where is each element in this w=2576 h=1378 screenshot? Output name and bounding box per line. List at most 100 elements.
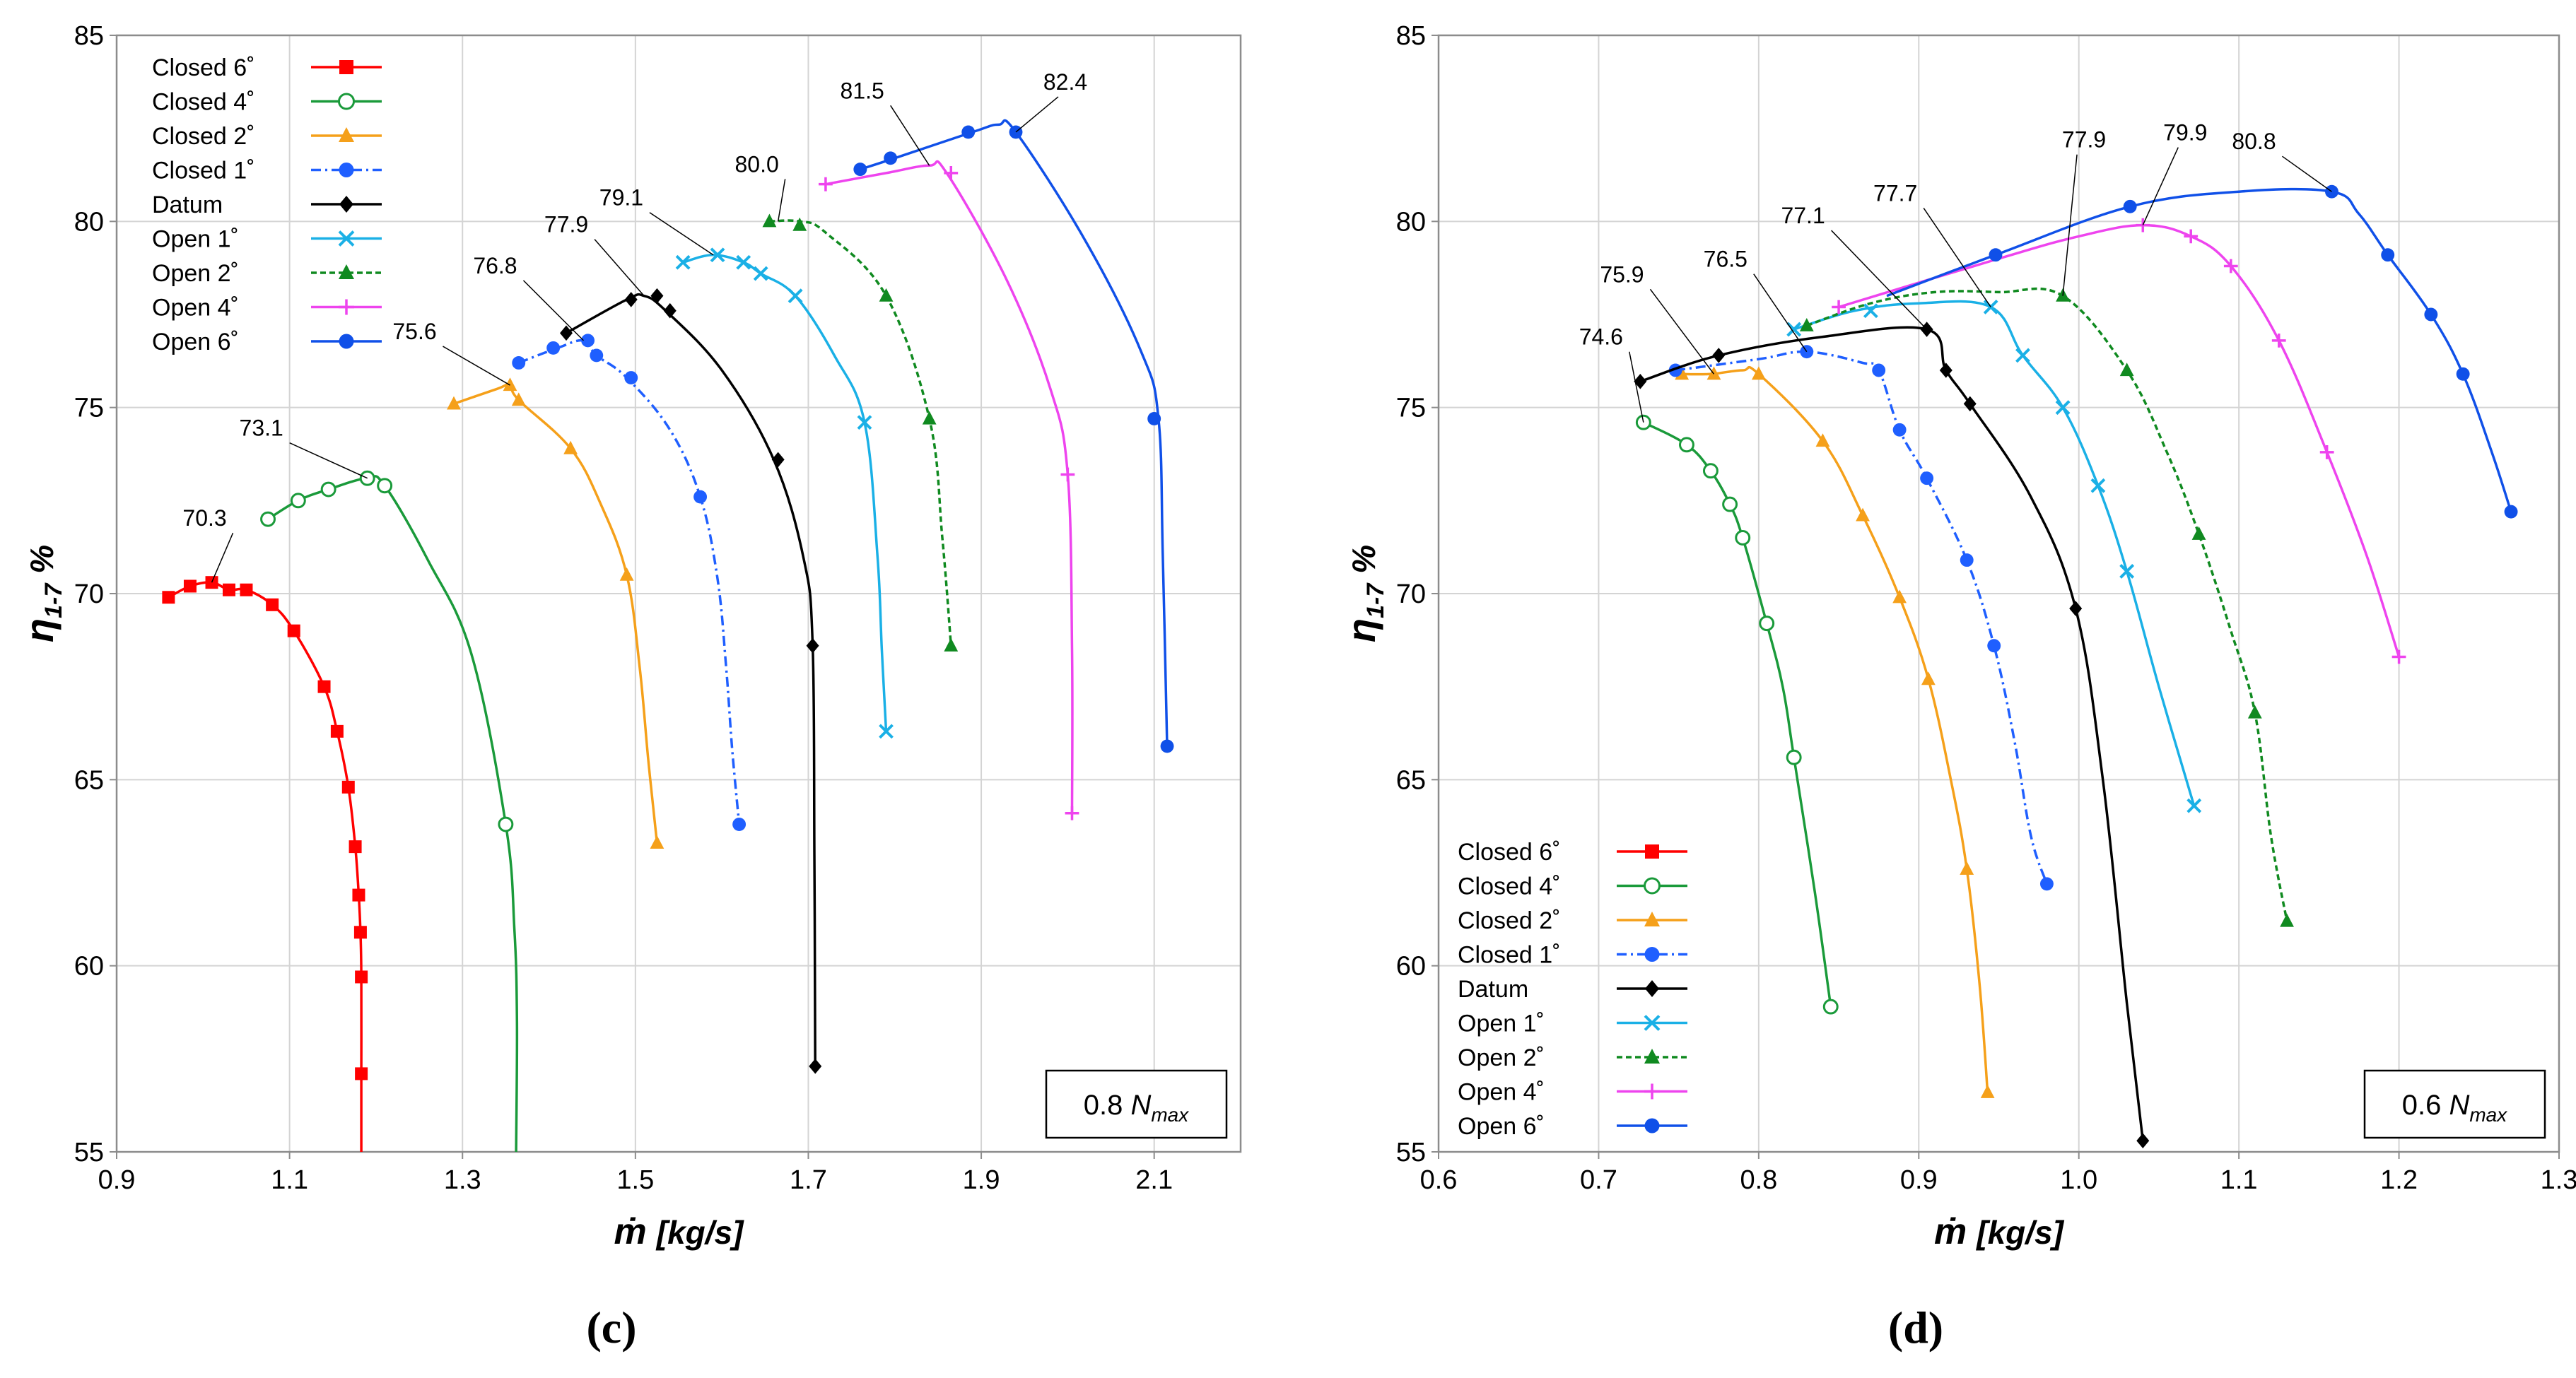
speed-box-frame [1045, 1069, 1228, 1139]
grid [1438, 35, 2560, 1153]
y-tick-label: 70 [74, 579, 104, 609]
series-line [769, 219, 953, 646]
peak-annotation: 77.1 [1781, 203, 1928, 330]
annotation-label: 77.7 [1873, 180, 1917, 206]
series-line [168, 581, 363, 1152]
data-point [1832, 300, 1846, 314]
legend-marker [1644, 1049, 1660, 1064]
data-point [1980, 1084, 1995, 1098]
data-point [1786, 749, 1802, 765]
legend-item-open-2: Open 2˚ [152, 260, 382, 287]
series-line [1639, 326, 2145, 1141]
data-point [1989, 248, 2003, 262]
data-point [879, 724, 894, 739]
data-point [355, 970, 368, 984]
data-point [1960, 861, 1974, 875]
legend-marker [339, 127, 354, 142]
panel-label: (c) [586, 1302, 636, 1353]
legend-label: Datum [152, 192, 223, 218]
data-point [2069, 601, 2083, 616]
legend-label: Closed 2˚ [152, 123, 255, 150]
series-closed-1 [512, 334, 747, 831]
peak-annotation: 82.4 [1015, 69, 1087, 133]
data-point [2039, 877, 2054, 891]
y-tick-label: 60 [1396, 952, 1426, 982]
data-point [2191, 526, 2206, 540]
data-point [732, 818, 747, 831]
annotation-leader [890, 105, 930, 166]
data-point [819, 177, 833, 192]
peak-annotation: 79.1 [599, 185, 714, 256]
data-point [922, 411, 937, 425]
legend-marker [1644, 1015, 1661, 1031]
legend-label: Open 4˚ [152, 295, 239, 322]
data-point [1892, 589, 1907, 603]
data-point [1147, 412, 1161, 425]
data-point [1160, 739, 1174, 753]
annotation-leader [1753, 273, 1808, 353]
data-point [581, 334, 595, 348]
peak-annotation: 75.6 [392, 319, 510, 386]
series-closed-2 [1675, 365, 1995, 1098]
data-point [650, 835, 665, 849]
legend-marker [1645, 980, 1659, 997]
data-point [1863, 303, 1878, 319]
annotation-label: 70.3 [182, 505, 226, 531]
data-point [693, 490, 708, 504]
data-point [1735, 530, 1751, 546]
legend-label: Closed 6˚ [152, 54, 255, 81]
legend-marker [339, 264, 354, 279]
annotation-label: 80.8 [2232, 129, 2276, 154]
x-tick-label: 0.9 [98, 1165, 136, 1195]
data-point [266, 598, 279, 611]
series-line [1838, 223, 2401, 658]
legend-marker [1644, 1083, 1660, 1100]
series-datum [560, 288, 822, 1074]
data-point [1679, 437, 1694, 453]
speed-label: 0.6 Nmax [2402, 1090, 2508, 1126]
legend-item-closed-1: Closed 1˚ [152, 158, 382, 184]
data-point [503, 377, 517, 391]
legend-label: Closed 4˚ [1458, 873, 1561, 900]
series-open-2 [1799, 287, 2294, 927]
peak-annotation: 77.7 [1873, 180, 1991, 307]
peak-annotation: 74.6 [1579, 324, 1644, 423]
data-point [675, 254, 691, 270]
data-point [330, 724, 344, 738]
peak-annotation: 73.1 [240, 416, 368, 479]
annotation-leader [1629, 351, 1644, 423]
data-point [1920, 471, 1934, 485]
annotation-label: 79.9 [2163, 120, 2207, 146]
legend-marker [339, 299, 354, 315]
data-point [2119, 563, 2135, 579]
annotation-label: 80.0 [735, 151, 779, 177]
series-group [162, 119, 1174, 1152]
data-point [710, 247, 725, 263]
legend: Closed 6˚ Closed 4˚ Closed 2˚ Closed 1˚ Datu… [152, 54, 382, 355]
data-point [1856, 507, 1870, 522]
peak-annotation: 70.3 [182, 505, 234, 583]
series-closed-4 [260, 470, 519, 1152]
annotation-label: 81.5 [841, 78, 884, 103]
legend-label: Closed 6˚ [1458, 839, 1561, 866]
speed-label: 0.8 Nmax [1084, 1090, 1190, 1126]
data-point [944, 165, 959, 180]
annotation-label: 76.5 [1704, 247, 1747, 272]
data-point [809, 1059, 822, 1074]
legend-label: Open 1˚ [1458, 1011, 1545, 1037]
data-point [1065, 806, 1079, 820]
peak-annotation: 75.9 [1600, 261, 1715, 375]
annotation-label: 75.9 [1600, 261, 1644, 287]
data-point [2424, 307, 2438, 322]
series-closed-2 [447, 377, 665, 849]
data-point [512, 356, 526, 370]
annotation-leader [777, 179, 786, 222]
chart-d: 0.6 0.7 0.8 0.9 1.0 1.1 1.2 1.3 55 60 65 70 75 80 85 ṁ[… [1339, 21, 2576, 1353]
data-point [260, 511, 276, 527]
data-point [944, 637, 959, 652]
x-tick-label: 1.2 [2380, 1165, 2418, 1195]
chart-c: 0.9 1.1 1.3 1.5 1.7 1.9 2.1 55 60 65 70 75 80 85 ṁ [kg/… [17, 21, 1242, 1353]
data-point [2184, 229, 2199, 244]
data-point [624, 292, 638, 307]
data-point [762, 213, 777, 228]
